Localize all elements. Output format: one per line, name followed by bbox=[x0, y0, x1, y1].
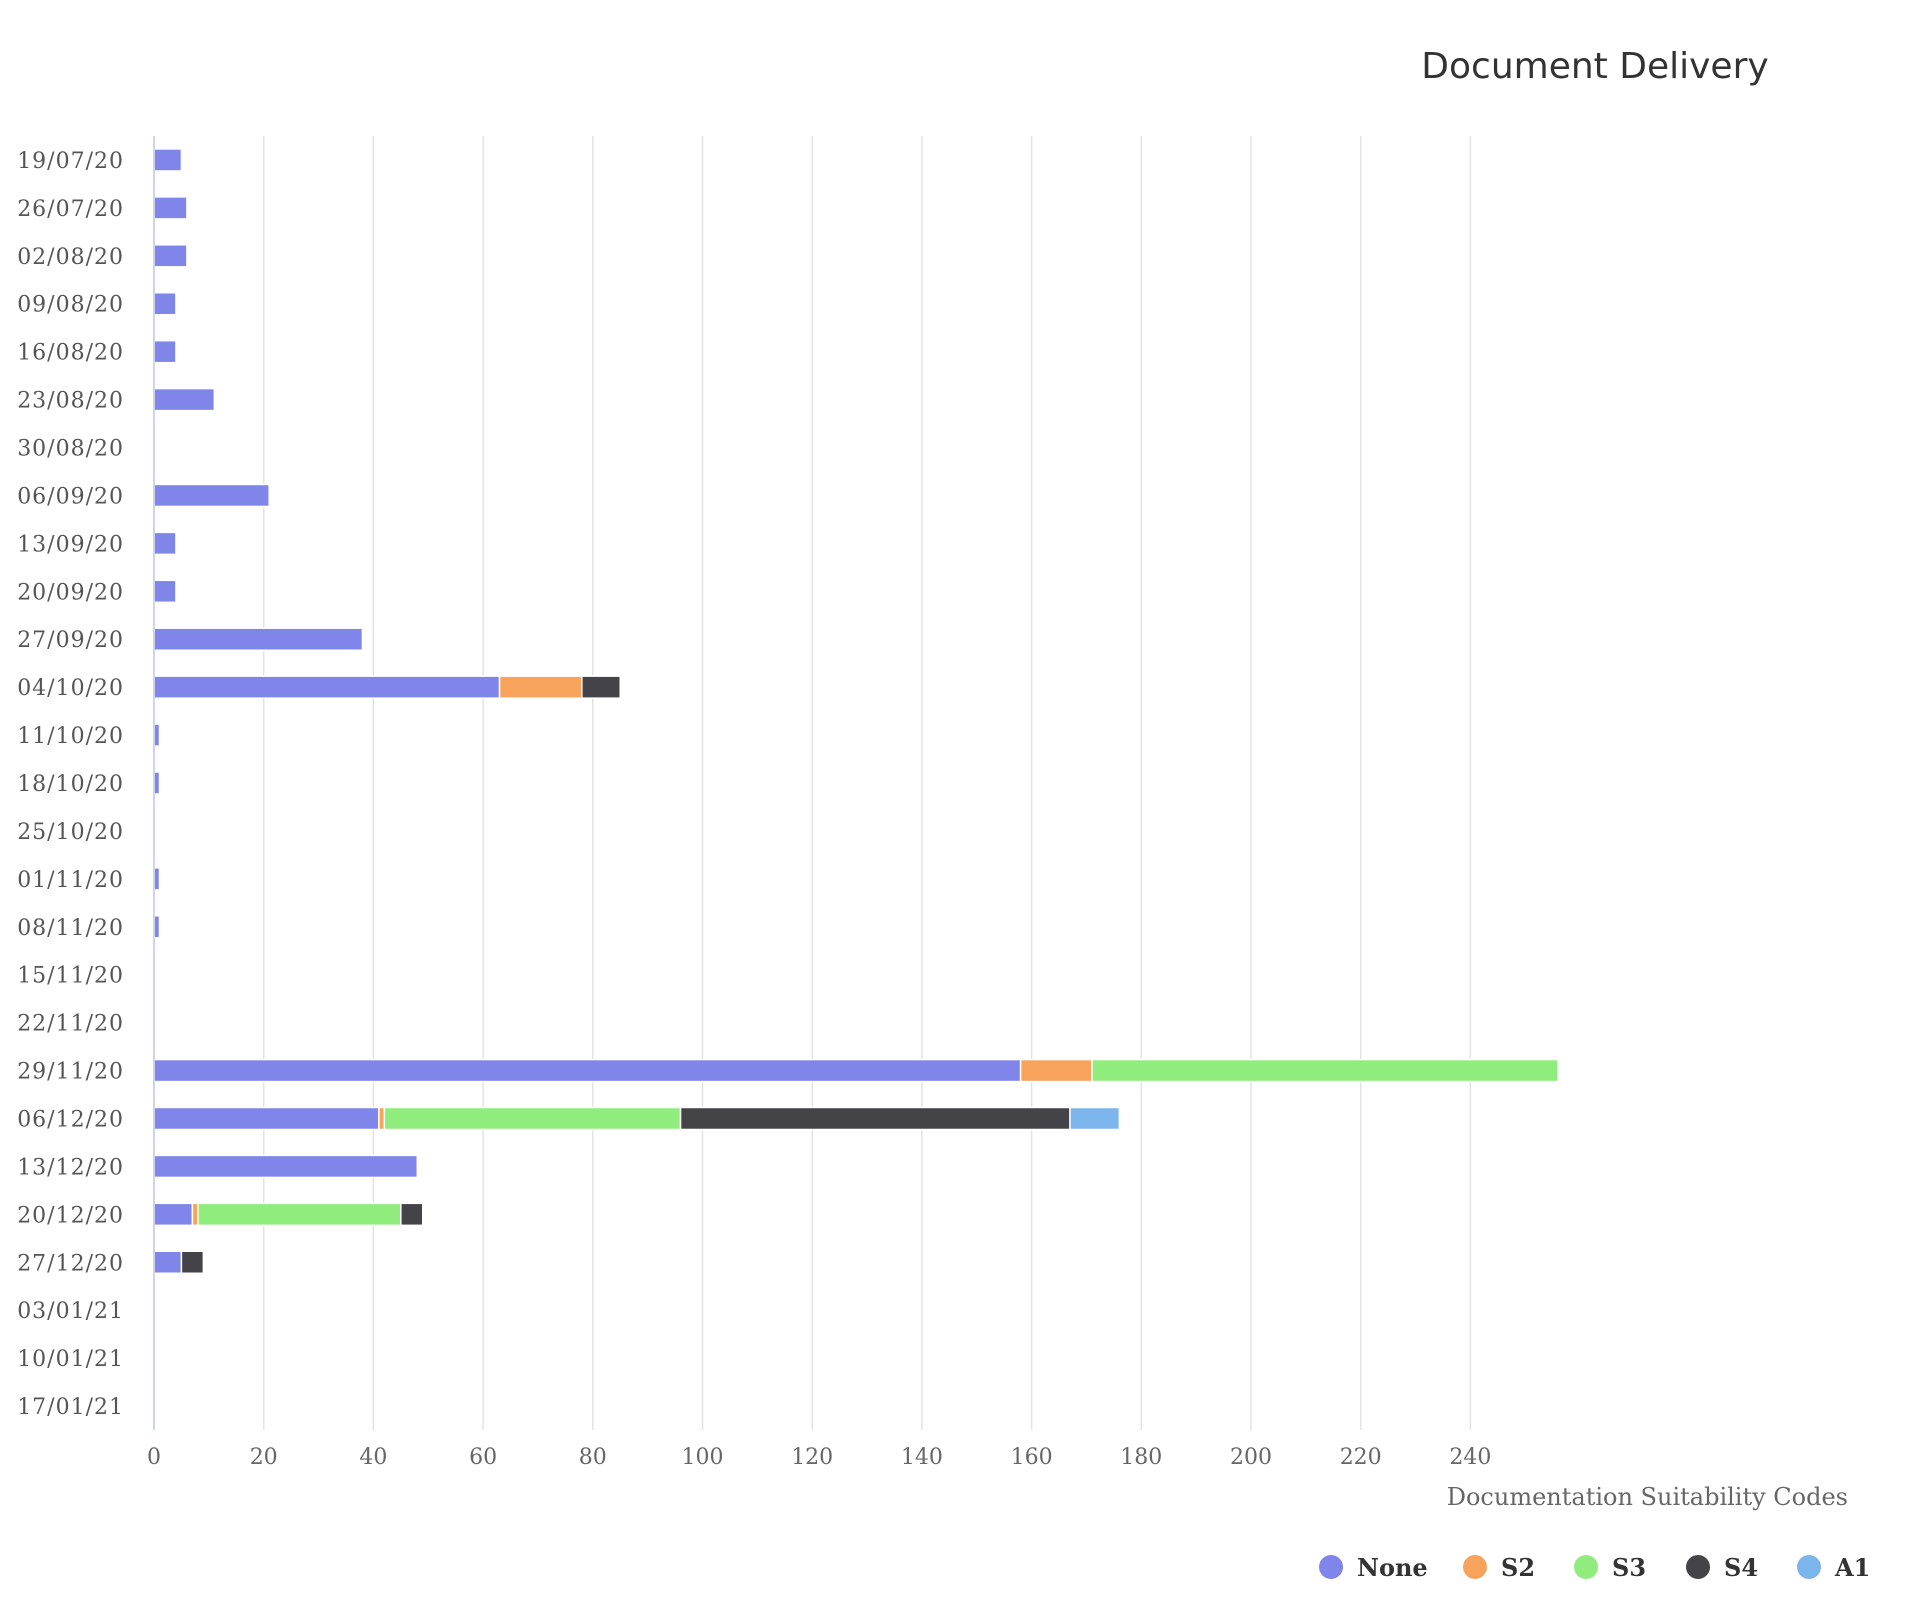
legend-label: S3 bbox=[1612, 1553, 1646, 1582]
legend-item-s2[interactable]: S2 bbox=[1463, 1553, 1535, 1582]
bar-segment-s2[interactable] bbox=[498, 675, 583, 699]
category-label: 29/11/20 bbox=[17, 1060, 124, 1085]
category-label: 15/11/20 bbox=[17, 964, 124, 989]
bar-segment-none[interactable] bbox=[153, 1154, 419, 1179]
bar-segment-s4[interactable] bbox=[180, 1250, 205, 1275]
category-label: 18/10/20 bbox=[17, 772, 124, 797]
legend-label: S4 bbox=[1724, 1553, 1758, 1582]
bar-segment-none[interactable] bbox=[153, 291, 177, 316]
legend-item-none[interactable]: None bbox=[1319, 1553, 1428, 1582]
x-tick-labels: 0 20 40 60 80 100 120 140 160 180 200 220 240 bbox=[147, 1445, 1491, 1470]
legend-marker bbox=[1686, 1555, 1710, 1579]
category-label: 06/09/20 bbox=[17, 484, 124, 509]
x-tick-label: 160 bbox=[1011, 1445, 1053, 1470]
x-tick-label: 140 bbox=[901, 1445, 943, 1470]
category-label: 26/07/20 bbox=[17, 197, 124, 222]
legend-item-a1[interactable]: A1 bbox=[1797, 1553, 1870, 1582]
legend-label: A1 bbox=[1834, 1553, 1870, 1582]
x-tick-label: 0 bbox=[147, 1445, 161, 1470]
bar-segment-none[interactable] bbox=[153, 1058, 1022, 1083]
category-label: 16/08/20 bbox=[17, 341, 124, 366]
category-label: 20/09/20 bbox=[17, 580, 124, 605]
bar-segment-none[interactable] bbox=[153, 1250, 183, 1275]
bar-segment-s3[interactable] bbox=[1091, 1058, 1559, 1083]
x-tick-label: 120 bbox=[791, 1445, 833, 1470]
category-label: 03/01/21 bbox=[17, 1299, 124, 1324]
category-label: 04/10/20 bbox=[17, 676, 124, 701]
bar-segment-none[interactable] bbox=[153, 244, 188, 268]
category-label: 06/12/20 bbox=[17, 1107, 124, 1132]
x-tick-label: 180 bbox=[1120, 1445, 1162, 1470]
bar-segment-none[interactable] bbox=[153, 1106, 380, 1131]
legend-marker bbox=[1797, 1555, 1821, 1579]
bar-segment-none[interactable] bbox=[153, 387, 216, 412]
category-label: 30/08/20 bbox=[17, 437, 124, 462]
bars bbox=[153, 148, 1559, 1275]
legend-label: None bbox=[1357, 1553, 1428, 1582]
bar-segment-none[interactable] bbox=[153, 627, 364, 651]
bar-segment-s2[interactable] bbox=[191, 1202, 199, 1227]
bar-segment-none[interactable] bbox=[153, 675, 501, 699]
category-label: 25/10/20 bbox=[17, 820, 124, 845]
legend-item-s3[interactable]: S3 bbox=[1574, 1553, 1646, 1582]
category-label: 11/10/20 bbox=[17, 724, 124, 749]
category-label: 09/08/20 bbox=[17, 293, 124, 318]
category-label: 02/08/20 bbox=[17, 245, 124, 270]
bar-segment-a1[interactable] bbox=[1069, 1106, 1121, 1131]
category-label: 19/07/20 bbox=[17, 149, 124, 174]
bar-segment-none[interactable] bbox=[153, 1202, 194, 1227]
legend-label: S2 bbox=[1501, 1553, 1535, 1582]
x-tick-label: 80 bbox=[579, 1445, 607, 1470]
x-tick-label: 20 bbox=[250, 1445, 278, 1470]
category-label: 23/08/20 bbox=[17, 389, 124, 414]
category-label: 17/01/21 bbox=[17, 1395, 124, 1420]
bar-segment-s4[interactable] bbox=[581, 675, 621, 699]
legend-marker bbox=[1463, 1555, 1487, 1579]
category-label: 20/12/20 bbox=[17, 1203, 124, 1228]
category-label: 10/01/21 bbox=[17, 1347, 124, 1372]
bar-segment-none[interactable] bbox=[153, 483, 270, 508]
legend-item-s4[interactable]: S4 bbox=[1686, 1553, 1758, 1582]
legend: None S2 S3 S4 A1 bbox=[1319, 1553, 1870, 1582]
bar-segment-s4[interactable] bbox=[400, 1202, 424, 1227]
bar-segment-s2[interactable] bbox=[1019, 1058, 1093, 1083]
bar-segment-none[interactable] bbox=[153, 148, 183, 172]
category-label: 13/12/20 bbox=[17, 1155, 124, 1180]
grid-lines bbox=[262, 136, 1472, 1430]
bar-segment-none[interactable] bbox=[153, 579, 177, 604]
category-label: 27/12/20 bbox=[17, 1251, 124, 1276]
x-tick-label: 240 bbox=[1449, 1445, 1491, 1470]
x-tick-label: 200 bbox=[1230, 1445, 1272, 1470]
category-label: 13/09/20 bbox=[17, 532, 124, 557]
bar-segment-none[interactable] bbox=[153, 339, 177, 364]
bar-segment-s2[interactable] bbox=[378, 1106, 386, 1131]
category-label: 01/11/20 bbox=[17, 868, 124, 893]
legend-marker bbox=[1574, 1555, 1598, 1579]
bar-segment-none[interactable] bbox=[153, 196, 188, 220]
bar-segment-s4[interactable] bbox=[679, 1106, 1071, 1131]
bar-segment-s3[interactable] bbox=[197, 1202, 402, 1227]
legend-marker bbox=[1319, 1555, 1343, 1579]
bar-segment-s3[interactable] bbox=[383, 1106, 682, 1131]
category-label: 22/11/20 bbox=[17, 1012, 124, 1037]
x-tick-label: 100 bbox=[682, 1445, 724, 1470]
x-tick-label: 40 bbox=[359, 1445, 387, 1470]
x-tick-label: 220 bbox=[1340, 1445, 1382, 1470]
x-tick-label: 60 bbox=[469, 1445, 497, 1470]
x-axis-title: Documentation Suitability Codes bbox=[1447, 1483, 1848, 1511]
chart-title: Document Delivery bbox=[1421, 46, 1768, 87]
bar-segment-none[interactable] bbox=[153, 531, 177, 556]
category-labels: 19/07/20 26/07/20 02/08/20 09/08/20 16/08/20… bbox=[17, 149, 124, 1420]
category-label: 27/09/20 bbox=[17, 628, 124, 653]
category-label: 08/11/20 bbox=[17, 916, 124, 941]
